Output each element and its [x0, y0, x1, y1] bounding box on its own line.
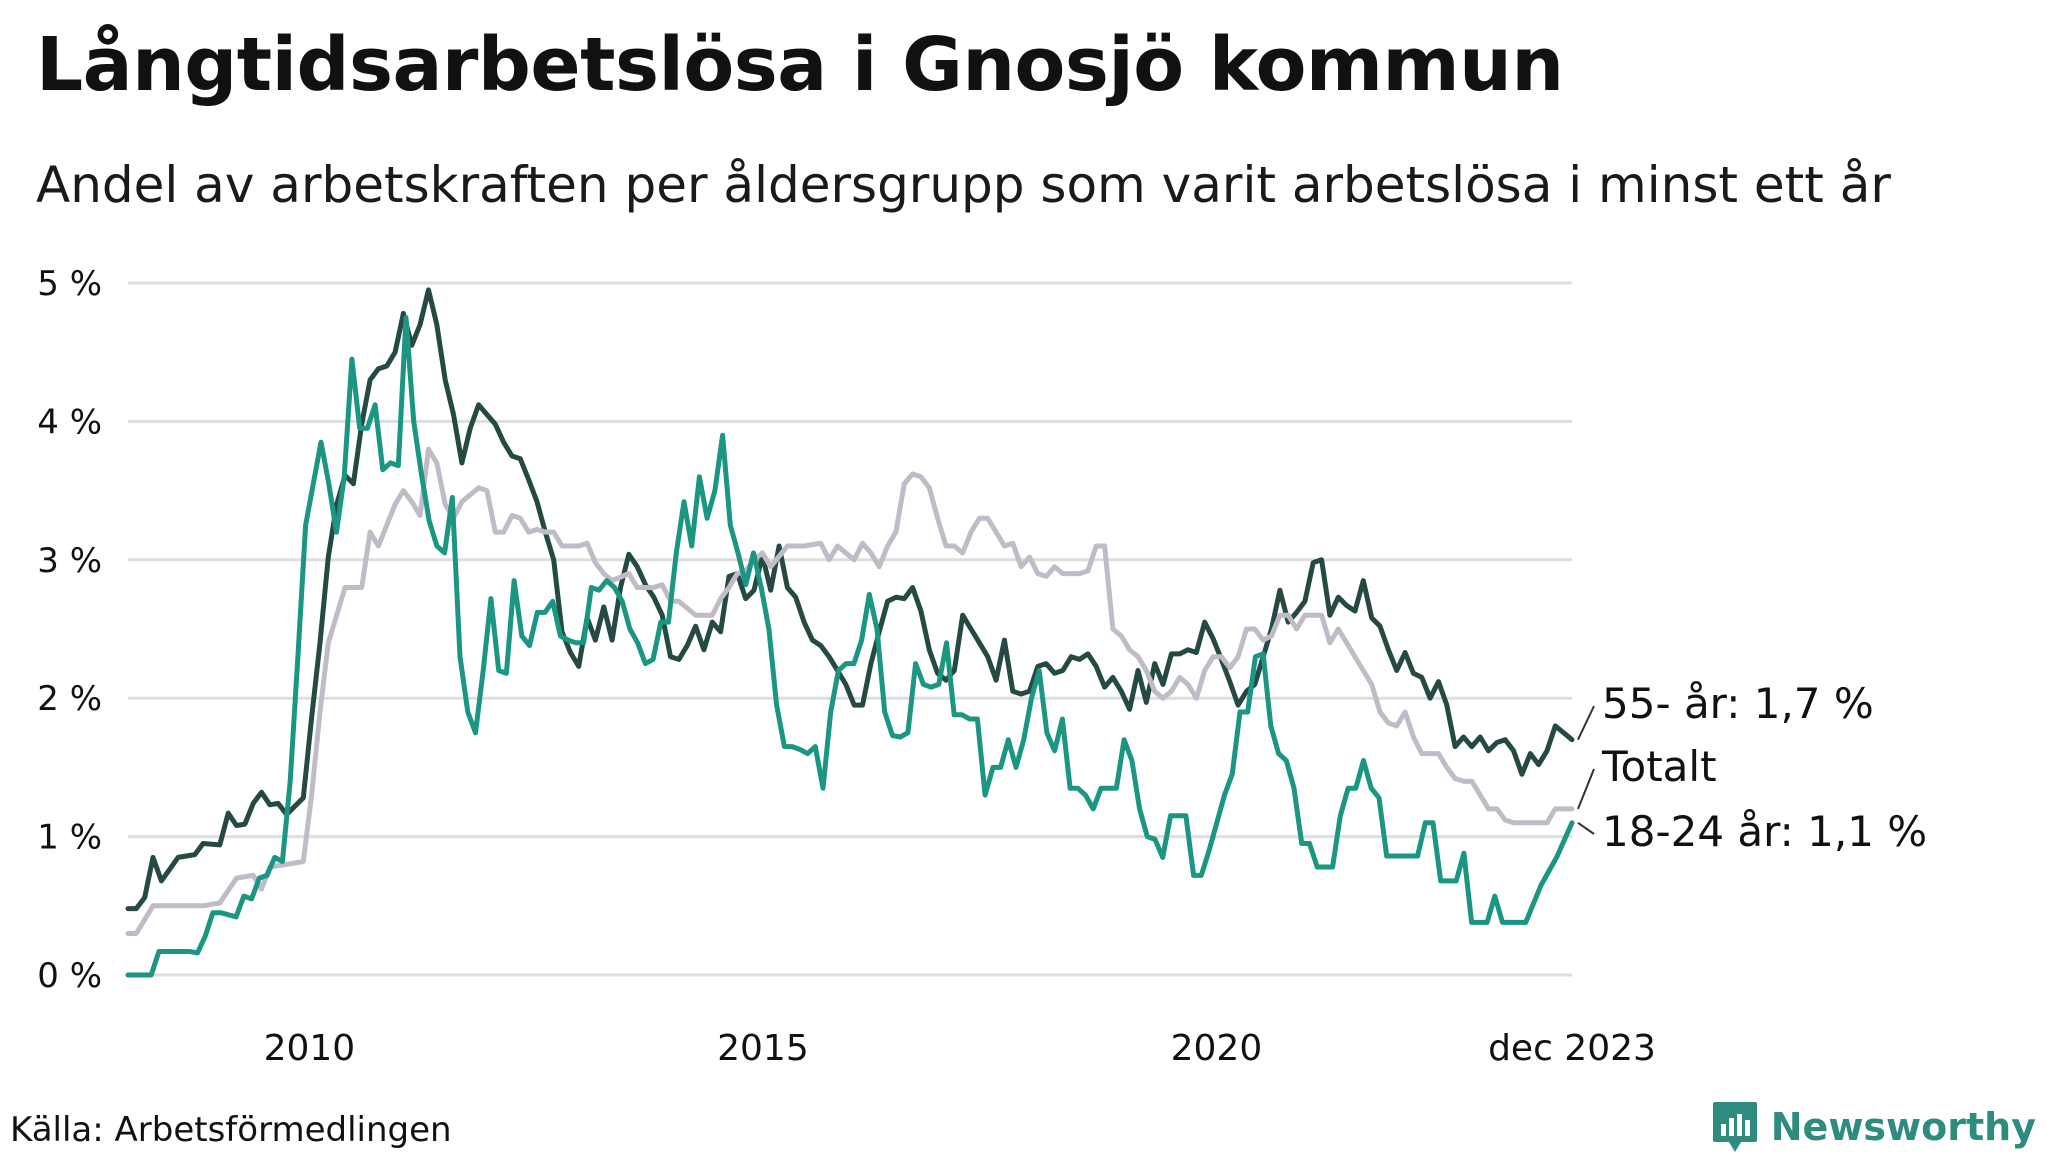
y-tick-label: 0 % [37, 956, 102, 996]
y-tick-label: 5 % [37, 264, 102, 304]
x-tick-label: 2020 [1171, 1028, 1263, 1069]
brand-name: Newsworthy [1770, 1105, 2036, 1149]
source-note: Källa: Arbetsförmedlingen [10, 1110, 452, 1150]
end-labels: 55- år: 1,7 % Totalt 18-24 år: 1,1 % [1577, 679, 1927, 856]
y-tick-label: 3 % [37, 541, 102, 581]
y-tick-label: 2 % [37, 679, 102, 719]
end-label: 55- år: 1,7 % [1602, 679, 1874, 728]
end-label: 18-24 år: 1,1 % [1602, 807, 1927, 856]
y-axis-ticks: 0 % 1 % 2 % 3 % 4 % 5 % [37, 264, 102, 996]
series-line [125, 446, 1575, 936]
label-leader-line [1577, 768, 1595, 810]
line-chart: 0 %1 %2 %3 %4 %5 % 2010 2015 2020 dec 2023 … [37, 264, 1927, 1069]
brand-logo[interactable]: Newsworthy [1711, 1100, 2036, 1154]
x-tick-label: dec 2023 [1488, 1028, 1656, 1069]
x-tick-label: 2015 [717, 1028, 809, 1069]
series-line [125, 287, 1575, 912]
chart-title: Långtidsarbetslösa i Gnosjö kommun [36, 22, 1564, 108]
grid-lines [128, 281, 1572, 977]
series-line [125, 315, 1575, 978]
label-leader-line [1577, 705, 1595, 741]
newsworthy-logo-icon [1712, 1102, 1757, 1152]
x-axis-ticks: 2010 2015 2020 dec 2023 [264, 1028, 1656, 1069]
chart-subtitle: Andel av arbetskraften per åldersgrupp s… [36, 156, 1891, 214]
series-lines [125, 287, 1575, 978]
y-tick-label: 1 % [37, 818, 102, 858]
x-tick-label: 2010 [264, 1028, 356, 1069]
label-leader-line [1577, 821, 1595, 835]
end-label: Totalt [1601, 742, 1717, 791]
y-tick-label: 4 % [37, 402, 102, 442]
